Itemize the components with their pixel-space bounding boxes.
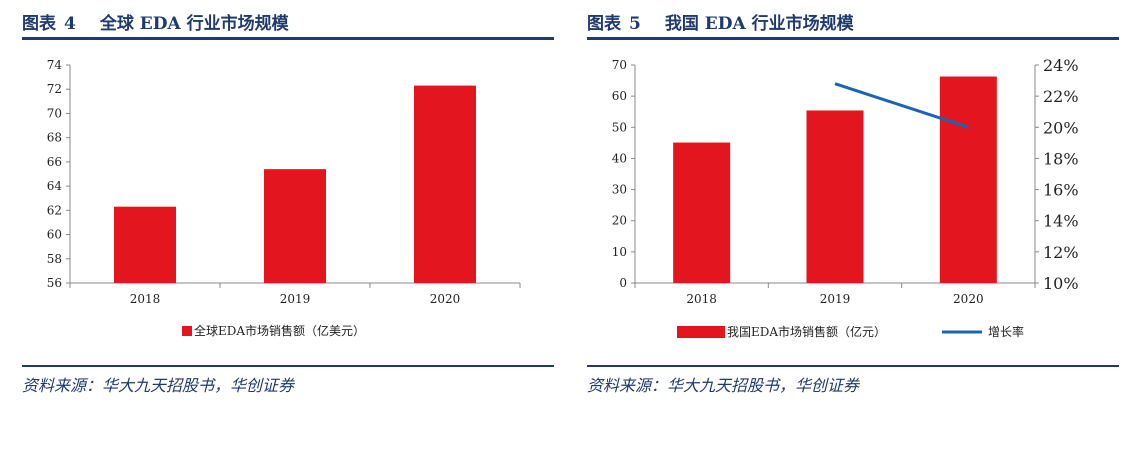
bar [264, 169, 326, 283]
y-tick-label: 60 [612, 89, 627, 103]
legend-label-line: 增长率 [988, 324, 1024, 339]
figure-4-bottom-rule [22, 365, 554, 367]
figure-5-title: 图表 5 我国 EDA 行业市场规模 [587, 9, 854, 34]
y2-tick-label: 10% [1043, 274, 1079, 293]
y2-tick-label: 22% [1043, 87, 1079, 106]
y2-tick-label: 14% [1043, 212, 1079, 231]
y-tick-label: 58 [47, 252, 62, 266]
y-tick-label: 20 [612, 214, 627, 228]
y2-tick-label: 20% [1043, 118, 1079, 137]
x-tick-label: 2018 [686, 292, 717, 306]
bar [114, 206, 176, 283]
y2-tick-label: 16% [1043, 181, 1079, 200]
x-tick-label: 2018 [130, 292, 161, 306]
bar [414, 85, 476, 283]
y-tick-label: 70 [612, 58, 627, 72]
figure-4-label: 图表 [22, 14, 56, 34]
figure-5-top-rule [587, 37, 1119, 40]
y2-tick-label: 18% [1043, 149, 1079, 168]
bar [673, 142, 731, 283]
y-tick-label: 64 [47, 179, 63, 193]
legend-label-bar: 我国EDA市场销售额（亿元） [727, 324, 886, 339]
y-tick-label: 68 [47, 131, 62, 145]
figure-4-title: 图表 4 全球 EDA 行业市场规模 [22, 9, 289, 34]
y-tick-label: 56 [47, 276, 62, 290]
legend-swatch-bar [677, 326, 725, 338]
y-tick-label: 0 [619, 276, 627, 290]
figure-5-title-text: 我国 EDA 行业市场规模 [664, 14, 854, 34]
y-tick-label: 60 [47, 228, 62, 242]
growth-rate-line [834, 82, 969, 129]
figure-5: 图表 5 我国 EDA 行业市场规模 0 10 20 30 40 50 60 70 10% 12% 14… [587, 0, 1119, 400]
y-tick-label: 40 [612, 151, 627, 165]
bar [806, 110, 864, 284]
figure-5-label: 图表 [587, 14, 621, 34]
y2-tick-label: 12% [1043, 243, 1079, 262]
chart-global-eda: 56 58 60 62 64 66 68 70 72 74 2018 2019 2020 全球EDA市场销… [47, 58, 521, 338]
figure-4-number: 4 [64, 14, 76, 34]
y-tick-label: 74 [47, 58, 63, 72]
y-tick-label: 66 [47, 155, 62, 169]
figure-4: 图表 4 全球 EDA 行业市场规模 56 58 60 62 64 66 68 70 72 74 201… [22, 0, 554, 400]
x-tick-label: 2019 [820, 292, 851, 306]
y-tick-label: 62 [47, 203, 62, 217]
figure-4-title-text: 全球 EDA 行业市场规模 [99, 14, 289, 34]
figure-5-source: 资料来源：华大九天招股书，华创证券 [587, 376, 860, 395]
chart-china-eda: 0 10 20 30 40 50 60 70 10% 12% 14% 16% 18% 20% 22% 24% 2… [612, 56, 1079, 339]
y-tick-label: 72 [47, 82, 62, 96]
x-tick-label: 2020 [430, 292, 461, 306]
x-tick-label: 2020 [953, 292, 984, 306]
bar [939, 76, 997, 283]
y2-tick-label: 24% [1043, 56, 1079, 75]
figure-4-top-rule [22, 37, 554, 40]
y-tick-label: 50 [612, 120, 627, 134]
figure-4-source: 资料来源：华大九天招股书，华创证券 [22, 376, 295, 395]
x-tick-label: 2019 [280, 292, 311, 306]
y-tick-label: 30 [612, 183, 627, 197]
figure-5-bottom-rule [587, 365, 1119, 367]
y-tick-label: 70 [47, 106, 62, 120]
figure-5-number: 5 [629, 14, 641, 34]
legend-label: 全球EDA市场销售额（亿美元） [194, 323, 365, 338]
y-tick-label: 10 [612, 245, 627, 259]
legend-swatch [182, 326, 192, 336]
